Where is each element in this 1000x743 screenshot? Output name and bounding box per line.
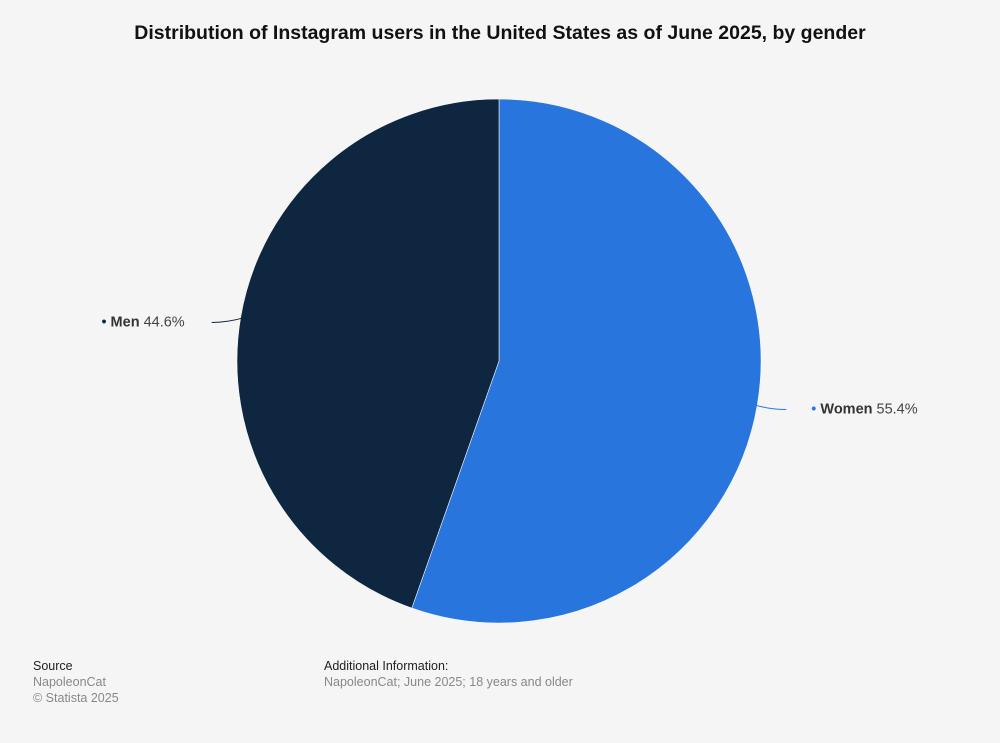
additional-info-block: Additional Information: NapoleonCat; Jun… — [324, 658, 573, 690]
connector-women — [753, 404, 787, 411]
copyright: © Statista 2025 — [33, 691, 119, 705]
data-label-men: • Men 44.6% — [101, 314, 184, 330]
source-value[interactable]: NapoleonCat — [33, 675, 106, 689]
connector-men — [211, 316, 245, 323]
pie-slice-men[interactable] — [236, 98, 500, 609]
chart-title: Distribution of Instagram users in the U… — [134, 22, 866, 44]
source-block: Source NapoleonCat © Statista 2025 — [33, 658, 119, 706]
data-label-women: • Women 55.4% — [811, 402, 917, 418]
additional-info-label: Additional Information: — [324, 659, 449, 673]
additional-info-value: NapoleonCat; June 2025; 18 years and old… — [324, 675, 573, 689]
source-label: Source — [33, 659, 73, 673]
